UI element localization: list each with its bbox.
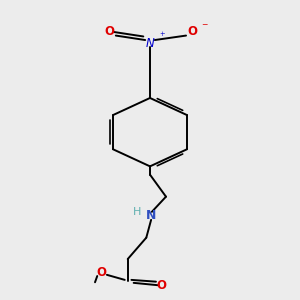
Text: O: O: [188, 25, 198, 38]
Text: $N$: $N$: [145, 37, 155, 50]
Text: N: N: [146, 209, 156, 222]
Text: $^+$: $^+$: [158, 32, 166, 41]
Text: O: O: [156, 279, 166, 292]
Text: $^-$: $^-$: [200, 22, 209, 32]
Text: O: O: [97, 266, 107, 279]
Text: O: O: [104, 25, 114, 38]
Text: H: H: [133, 207, 141, 218]
